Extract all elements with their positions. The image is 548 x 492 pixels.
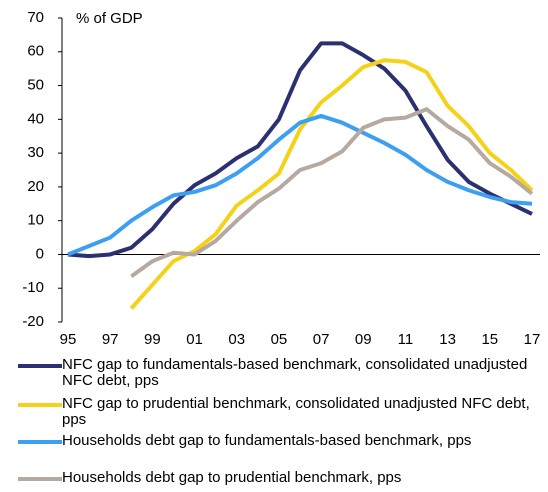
legend-swatch <box>18 477 62 481</box>
y-tick-label: 10 <box>27 212 44 229</box>
legend-label: Households debt gap to fundamentals-base… <box>62 432 472 449</box>
x-tick-label: 13 <box>439 331 456 348</box>
legend-entry: NFC gap to fundamentals-based benchmark,… <box>18 357 548 389</box>
legend-label: Households debt gap to prudential benchm… <box>62 469 402 486</box>
x-tick-label: 01 <box>186 331 203 348</box>
y-tick-label: 40 <box>27 110 44 127</box>
x-tick-label: 09 <box>355 331 372 348</box>
legend-swatch <box>18 403 62 407</box>
axis-annotation: % of GDP <box>76 10 143 27</box>
legend-entry: NFC gap to prudential benchmark, consoli… <box>18 396 548 428</box>
legend-entry: Households debt gap to prudential benchm… <box>18 470 548 486</box>
legend-entry: Households debt gap to fundamentals-base… <box>18 433 548 449</box>
x-tick-label: 99 <box>144 331 161 348</box>
x-tick-label: 97 <box>102 331 119 348</box>
legend-swatch <box>18 440 62 444</box>
chart: % of GDP -20 -10 0 10 20 30 40 50 60 70 95 97 99 01 03… <box>22 9 541 348</box>
y-tick-label: 30 <box>27 144 44 161</box>
x-tick-label: 11 <box>398 331 414 348</box>
legend-label: NFC gap to fundamentals-based benchmark,… <box>62 356 528 389</box>
series-line <box>67 41 533 259</box>
y-tick-label: 20 <box>27 178 44 195</box>
y-tick-label: 60 <box>27 43 44 60</box>
legend-label: NFC gap to prudential benchmark, consoli… <box>62 395 530 428</box>
series-line <box>130 107 534 279</box>
series-line <box>67 113 533 257</box>
y-tick-label: 50 <box>27 77 44 94</box>
x-tick-label: 03 <box>228 331 245 348</box>
x-tick-label: 17 <box>524 331 541 348</box>
y-tick-label: -20 <box>22 313 44 330</box>
y-tick-label: 0 <box>36 245 44 262</box>
x-tick-label: 05 <box>271 331 288 348</box>
y-tick-label: 70 <box>27 9 44 26</box>
y-tick-label: -10 <box>22 279 44 296</box>
x-tick-label: 07 <box>313 331 330 348</box>
x-tick-label: 95 <box>60 331 77 348</box>
series-line <box>129 58 534 310</box>
legend-swatch <box>18 364 62 368</box>
x-tick-label: 15 <box>481 331 498 348</box>
